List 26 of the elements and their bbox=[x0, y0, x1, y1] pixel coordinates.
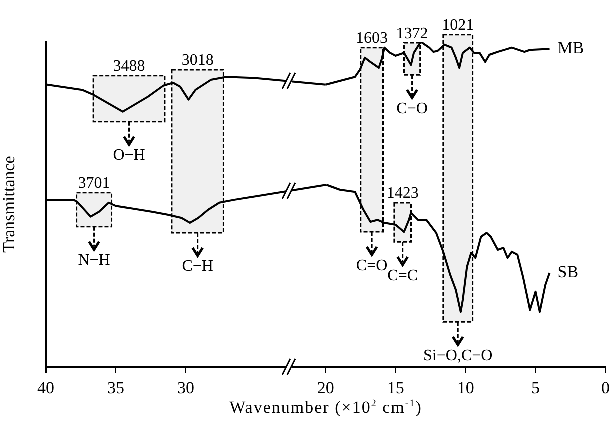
band-label: 3018 bbox=[182, 52, 214, 70]
x-tick-label: 35 bbox=[107, 378, 124, 398]
annotation: C−O bbox=[396, 100, 428, 118]
x-tick-label: 10 bbox=[457, 378, 474, 398]
annotation: O−H bbox=[113, 147, 146, 164]
annotation: Si−O,C−O bbox=[424, 347, 493, 364]
y-axis-title: Transmittance bbox=[0, 156, 19, 253]
band-label: 1603 bbox=[356, 30, 388, 48]
x-tick-label: 0 bbox=[602, 378, 610, 398]
x-tick-label: 40 bbox=[38, 378, 54, 398]
series-label: MB bbox=[558, 38, 584, 58]
x-tick-label: 5 bbox=[532, 378, 540, 398]
band-label: 1021 bbox=[442, 17, 474, 34]
band-label: 1372 bbox=[396, 25, 428, 42]
annotation: C=C bbox=[388, 267, 418, 284]
annotation: N−H bbox=[78, 252, 111, 270]
series-label: SB bbox=[558, 262, 579, 282]
x-tick-label: 20 bbox=[317, 378, 334, 398]
band-label: 3701 bbox=[78, 175, 110, 192]
x-tick-label: 30 bbox=[177, 378, 194, 398]
x-axis-title: Wavenumber (×10$^{2}$ cm$^{-1}$) bbox=[228, 398, 424, 418]
x-tick-label: 15 bbox=[387, 378, 404, 398]
band-label: 1423 bbox=[386, 185, 419, 202]
band-label: 3488 bbox=[113, 58, 146, 76]
annotation: C−H bbox=[182, 258, 214, 276]
annotation: C=O bbox=[356, 257, 388, 274]
